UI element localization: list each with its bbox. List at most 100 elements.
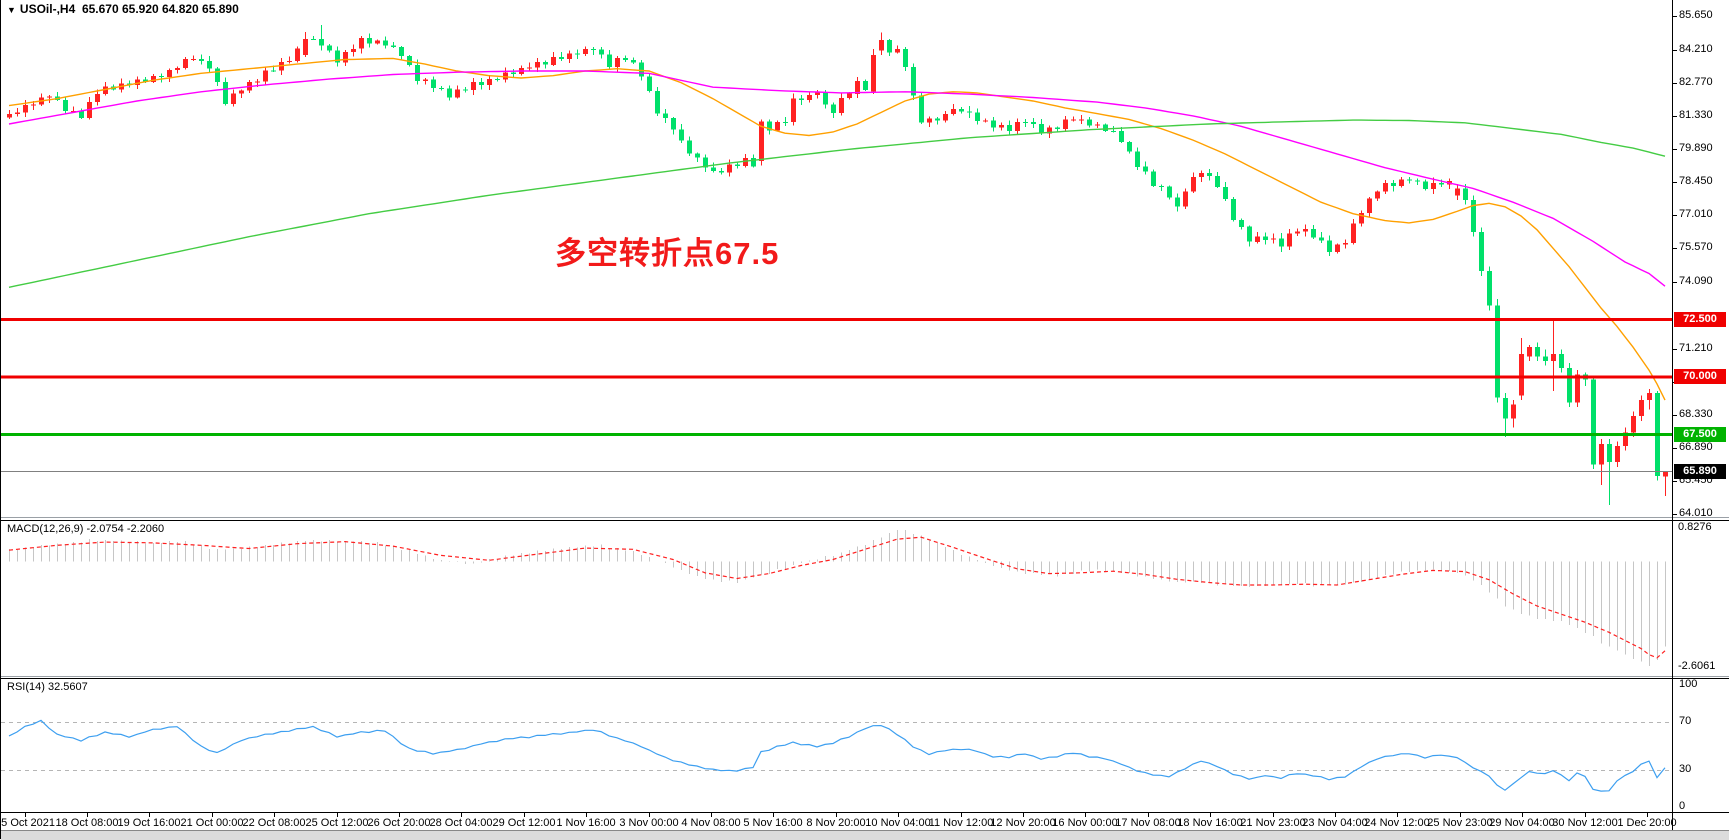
time-axis-label: 10 Nov 04:00 bbox=[865, 817, 931, 829]
candle-body bbox=[1047, 127, 1052, 134]
rsi-scale-label: 100 bbox=[1679, 678, 1698, 690]
macd-scale-bottom: -2.6061 bbox=[1678, 660, 1716, 672]
candle-body bbox=[1559, 354, 1564, 368]
candle-body bbox=[1079, 119, 1084, 121]
candle-body bbox=[799, 98, 804, 100]
candle-body bbox=[503, 72, 508, 80]
candle-body bbox=[999, 124, 1004, 128]
candle-body bbox=[991, 120, 996, 128]
price-tick bbox=[1672, 448, 1677, 449]
candle-body bbox=[879, 40, 884, 51]
panel-separator[interactable] bbox=[1, 676, 1729, 677]
candle-body bbox=[1415, 180, 1420, 182]
candle-body bbox=[95, 94, 100, 103]
candle-body bbox=[471, 81, 476, 91]
panel-separator-line bbox=[1, 520, 1729, 521]
candle-body bbox=[1095, 124, 1100, 126]
candle-body bbox=[359, 38, 364, 49]
candle-body bbox=[631, 60, 636, 63]
candle-body bbox=[1335, 244, 1340, 252]
candle-body bbox=[743, 158, 748, 167]
candle-body bbox=[783, 121, 788, 123]
candle-body bbox=[1007, 124, 1012, 131]
time-tick bbox=[337, 812, 338, 817]
price-tick bbox=[1672, 50, 1677, 51]
candle-body bbox=[1511, 404, 1516, 419]
rsi-indicator-pane[interactable] bbox=[1, 678, 1672, 813]
candle-body bbox=[1663, 471, 1668, 477]
candle-body bbox=[175, 68, 180, 71]
chevron-down-icon[interactable]: ▼ bbox=[7, 5, 16, 15]
price-chart-pane[interactable] bbox=[1, 0, 1672, 521]
ma-slow-green bbox=[8, 119, 1666, 288]
candle-body bbox=[551, 57, 556, 65]
time-tick bbox=[1647, 812, 1648, 817]
candle-body bbox=[79, 110, 84, 118]
candle-body bbox=[263, 70, 268, 82]
candle-body bbox=[1615, 446, 1620, 463]
candle-body bbox=[855, 80, 860, 94]
candle-body bbox=[599, 49, 604, 55]
candle-body bbox=[1231, 199, 1236, 221]
macd-scale-top: 0.8276 bbox=[1678, 521, 1712, 533]
candle-body bbox=[1255, 236, 1260, 242]
macd-label: MACD(12,26,9) -2.0754 -2.2060 bbox=[7, 523, 165, 535]
candle-body bbox=[863, 80, 868, 90]
time-axis-label: 24 Nov 12:00 bbox=[1364, 817, 1430, 829]
candle-body bbox=[1279, 238, 1284, 247]
candle-body bbox=[1175, 197, 1180, 207]
time-tick bbox=[1023, 812, 1024, 817]
candle-body bbox=[167, 70, 172, 77]
macd-histogram bbox=[8, 529, 1667, 666]
macd-indicator-pane[interactable] bbox=[1, 521, 1672, 679]
price-tick bbox=[1672, 149, 1677, 150]
candle-body bbox=[1319, 237, 1324, 241]
candle-body bbox=[1431, 182, 1436, 189]
candle-body bbox=[535, 62, 540, 68]
time-axis-label: 16 Nov 00:00 bbox=[1052, 817, 1118, 829]
candle-body bbox=[983, 120, 988, 122]
candle-body bbox=[1063, 119, 1068, 130]
rsi-scale-label: 0 bbox=[1679, 800, 1686, 812]
time-axis-label: 1 Dec 20:00 bbox=[1617, 817, 1677, 829]
candle-body bbox=[231, 93, 236, 105]
candle-body bbox=[1479, 232, 1484, 272]
time-tick bbox=[961, 812, 962, 817]
time-tick bbox=[1148, 812, 1149, 817]
candle-body bbox=[903, 49, 908, 67]
price-tick bbox=[1672, 16, 1677, 17]
candle-body bbox=[1535, 347, 1540, 357]
price-tick-label: 74.090 bbox=[1679, 275, 1713, 287]
time-tick bbox=[711, 812, 712, 817]
candle-body bbox=[1607, 443, 1612, 463]
candle-body bbox=[775, 121, 780, 131]
panel-separator[interactable] bbox=[1, 517, 1729, 518]
time-tick bbox=[773, 812, 774, 817]
candle-body bbox=[351, 48, 356, 52]
candle-body bbox=[1487, 271, 1492, 306]
candle-body bbox=[1351, 223, 1356, 243]
time-axis-label: 15 Oct 2021 bbox=[0, 817, 55, 829]
candle-body bbox=[679, 129, 684, 141]
candle-body bbox=[839, 98, 844, 114]
candle-body bbox=[575, 53, 580, 55]
price-tick bbox=[1672, 349, 1677, 350]
time-tick bbox=[898, 812, 899, 817]
candle-body bbox=[1263, 236, 1268, 240]
candle-body bbox=[831, 104, 836, 114]
time-axis-label: 18 Nov 16:00 bbox=[1177, 817, 1243, 829]
candle-body bbox=[311, 38, 316, 40]
candle-body bbox=[511, 72, 516, 74]
time-axis-label: 21 Oct 00:00 bbox=[180, 817, 244, 829]
candle-body bbox=[1423, 181, 1428, 189]
candle-body bbox=[135, 79, 140, 86]
rsi-scale-label: 30 bbox=[1679, 763, 1692, 775]
candle-body bbox=[1207, 173, 1212, 176]
price-tick-label: 68.330 bbox=[1679, 408, 1713, 420]
candle-body bbox=[1239, 220, 1244, 227]
candle-body bbox=[1471, 199, 1476, 233]
candle-body bbox=[183, 58, 188, 69]
candle-body bbox=[423, 79, 428, 81]
price-tick-label: 85.650 bbox=[1679, 9, 1713, 21]
